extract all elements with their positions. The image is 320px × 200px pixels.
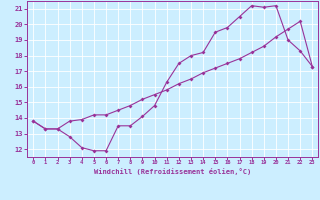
X-axis label: Windchill (Refroidissement éolien,°C): Windchill (Refroidissement éolien,°C) (94, 168, 252, 175)
